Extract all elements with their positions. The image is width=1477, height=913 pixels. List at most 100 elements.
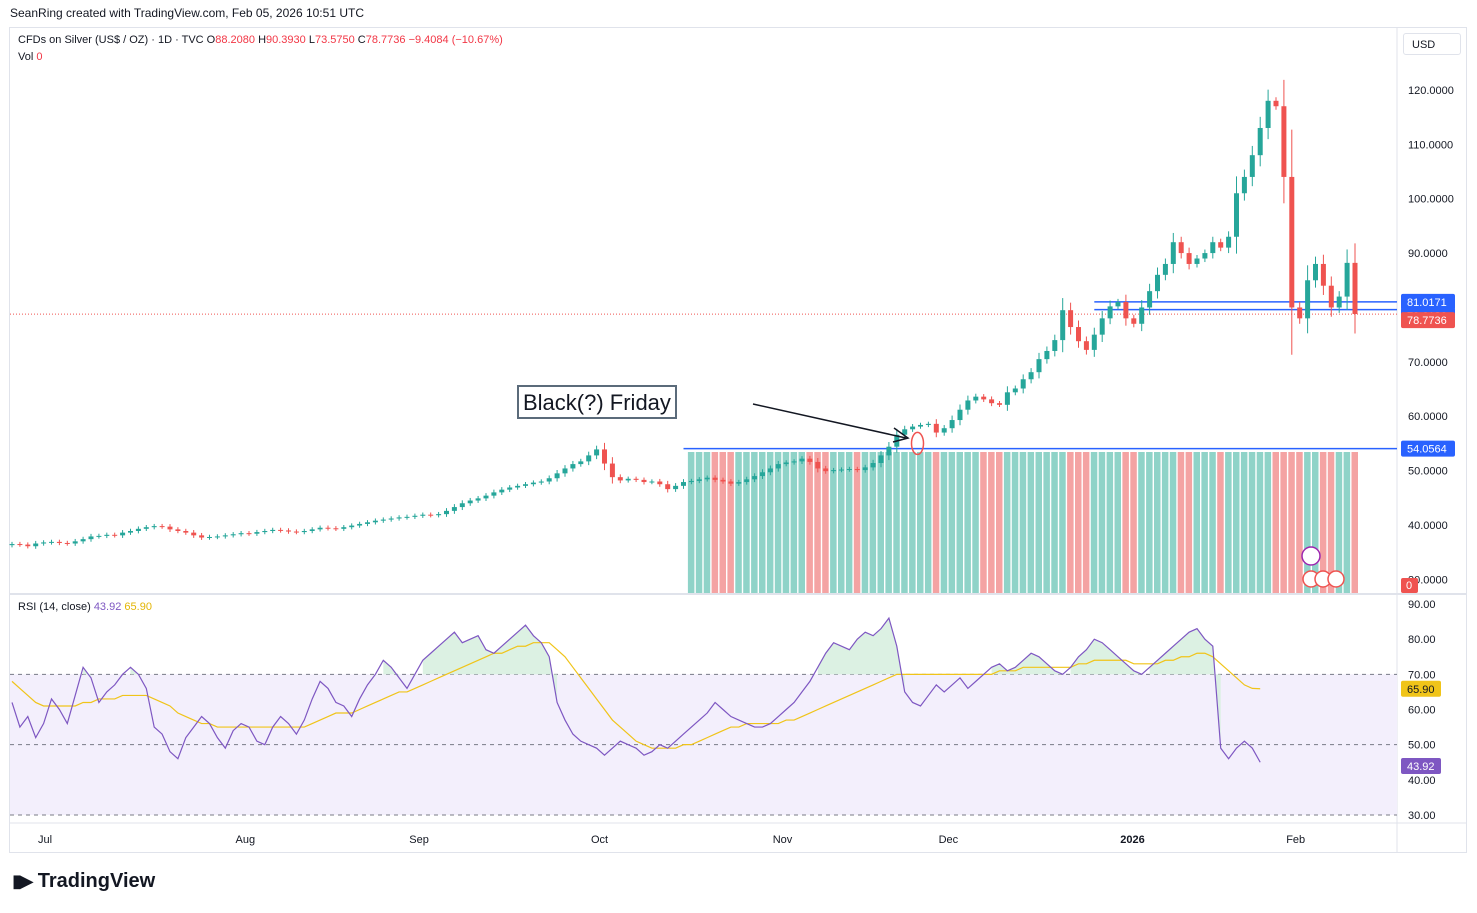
- volume-bar: [1138, 452, 1145, 593]
- candle: [578, 461, 584, 465]
- candle: [1004, 392, 1010, 405]
- price-tick-label: 120.0000: [1408, 85, 1454, 97]
- volume-bar: [996, 452, 1003, 593]
- volume-bar: [1075, 452, 1082, 593]
- volume-bar: [845, 452, 853, 593]
- candle: [878, 455, 884, 464]
- time-tick-label: Aug: [236, 834, 256, 846]
- volume-bar: [964, 452, 971, 593]
- candle: [507, 487, 513, 490]
- tradingview-logo[interactable]: ▮▶ TradingView: [12, 870, 155, 893]
- volume-bar: [743, 452, 750, 593]
- candle: [17, 544, 23, 546]
- candle: [657, 481, 663, 485]
- time-tick-label: 2026: [1120, 834, 1144, 846]
- candle: [396, 517, 402, 519]
- volume-bar: [861, 452, 869, 593]
- candle: [104, 534, 110, 536]
- volume-bar: [1043, 452, 1050, 593]
- price-tick-label: 60.0000: [1408, 411, 1448, 423]
- chart-frame: [9, 27, 1467, 853]
- volume-bar: [1059, 452, 1066, 593]
- volume-tag: 0: [1406, 580, 1412, 592]
- black-friday-annotation[interactable]: Black(?) Friday: [517, 385, 677, 419]
- candle: [617, 477, 623, 481]
- candle: [325, 527, 331, 529]
- price-tick-label: 40.0000: [1408, 520, 1448, 532]
- candle: [143, 527, 149, 529]
- candle: [372, 520, 378, 523]
- close-label: C: [357, 34, 366, 46]
- rsi-legend[interactable]: RSI (14, close) 43.92 65.90: [18, 601, 152, 613]
- candle: [309, 529, 315, 531]
- candle: [744, 479, 750, 483]
- candle: [997, 403, 1002, 405]
- volume-bar: [814, 452, 821, 593]
- candle: [704, 477, 710, 480]
- rsi-ma-line: [11, 642, 1261, 749]
- volume-bar: [1169, 452, 1177, 593]
- price-tick-label: 50.0000: [1408, 466, 1448, 478]
- candle: [649, 481, 655, 483]
- candle: [957, 409, 963, 421]
- volume-bar: [1122, 452, 1129, 593]
- candle: [775, 464, 781, 469]
- candle: [530, 482, 536, 485]
- candle: [49, 541, 54, 543]
- rsi-tick-label: 40.00: [1408, 775, 1436, 787]
- candle: [1115, 302, 1121, 307]
- candle: [246, 533, 252, 535]
- candle: [736, 482, 742, 484]
- volume-bar: [1240, 452, 1248, 593]
- symbol-title: CFDs on Silver (US$ / OZ) · 1D · TVC: [18, 34, 204, 46]
- candle: [712, 477, 718, 480]
- volume-bar: [774, 452, 782, 593]
- volume-bar: [1296, 452, 1303, 593]
- candle: [1162, 263, 1168, 275]
- volume-bar: [1209, 452, 1216, 593]
- candle: [839, 469, 844, 471]
- candle: [191, 532, 197, 536]
- candle: [120, 532, 126, 536]
- volume-bar: [1051, 452, 1058, 593]
- rsi-tick-label: 50.00: [1408, 740, 1436, 752]
- volume-bar: [980, 452, 987, 593]
- candle: [56, 541, 62, 543]
- volume-bar: [1082, 452, 1090, 593]
- candle: [175, 529, 181, 531]
- candle: [933, 423, 939, 433]
- candle: [112, 534, 118, 536]
- candle: [499, 489, 505, 493]
- volume-tag-bg: [1401, 578, 1418, 593]
- level-tag-81: 81.0171: [1407, 297, 1447, 309]
- volume-bar: [1154, 452, 1161, 593]
- candle: [554, 473, 560, 479]
- symbol-legend[interactable]: CFDs on Silver (US$ / OZ) · 1D · TVC O88…: [18, 34, 503, 46]
- candle: [1249, 155, 1255, 177]
- candle: [25, 544, 31, 547]
- candle: [1091, 334, 1097, 350]
- volume-bar: [1225, 452, 1232, 593]
- time-tick-label: Jul: [38, 834, 52, 846]
- candle: [720, 479, 726, 482]
- volume-bar: [988, 452, 995, 593]
- volume-bar: [1177, 452, 1185, 593]
- candle: [491, 492, 497, 496]
- candle: [1281, 106, 1287, 177]
- high-value: 90.3930: [266, 34, 306, 46]
- candle: [609, 463, 615, 478]
- volume-bar: [869, 452, 877, 593]
- candle: [1241, 176, 1247, 194]
- candle: [1131, 318, 1137, 324]
- volume-bar: [1312, 452, 1319, 593]
- currency-button[interactable]: USD: [1403, 33, 1461, 55]
- candle: [633, 478, 639, 480]
- candle: [475, 498, 481, 501]
- rsi-tick-label: 70.00: [1408, 669, 1436, 681]
- volume-bar: [1106, 452, 1114, 593]
- candle: [293, 531, 299, 533]
- volume-bar: [1130, 452, 1137, 593]
- price-tick-label: 100.0000: [1408, 194, 1454, 206]
- volume-legend[interactable]: Vol 0: [18, 51, 42, 63]
